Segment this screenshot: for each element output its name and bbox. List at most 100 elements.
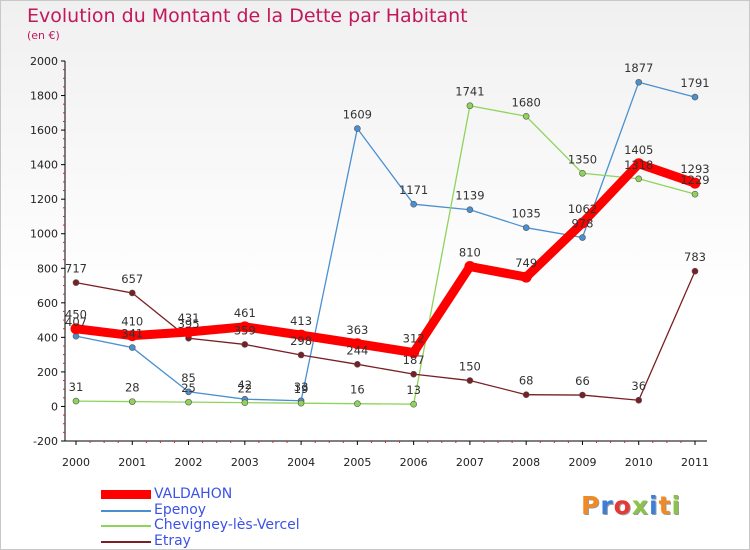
data-label: 42: [237, 378, 252, 392]
y-tick-label: 800: [37, 262, 58, 275]
y-tick-label: 0: [51, 400, 58, 413]
data-point: [410, 370, 417, 378]
data-label: 1139: [455, 189, 484, 203]
data-label: 150: [459, 360, 481, 374]
data-label: 25: [181, 381, 196, 395]
y-tick-label: 600: [37, 297, 58, 310]
data-point: [466, 377, 474, 384]
data-label: 1350: [568, 152, 597, 166]
data-point: [691, 93, 699, 101]
proxiti-logo: Proxiti: [581, 491, 681, 520]
data-label: 33: [294, 380, 309, 394]
series-line-Chevigney-lès-Vercel: [75, 105, 696, 405]
data-label: 28: [125, 381, 140, 395]
data-point: [522, 112, 530, 120]
data-label: 359: [234, 323, 256, 337]
data-label: 657: [121, 272, 143, 286]
data-point: [128, 289, 136, 297]
x-tick-label: 2010: [625, 456, 653, 469]
x-tick-label: 2009: [568, 456, 596, 469]
data-label: 13: [406, 383, 421, 397]
data-point: [635, 396, 643, 404]
x-tick-label: 2002: [175, 456, 203, 469]
legend-label-chevigney: Chevigney-lès-Vercel: [154, 517, 300, 533]
data-point: [354, 125, 361, 132]
data-label: 461: [234, 306, 256, 320]
data-label: 16: [350, 383, 365, 397]
series-line-Epenoy: [75, 81, 696, 402]
y-tick-label: 400: [37, 331, 58, 344]
data-point: [126, 330, 138, 342]
logo-letter: o: [613, 491, 632, 520]
data-label: 410: [121, 315, 143, 329]
y-tick-label: 1600: [30, 124, 58, 137]
data-point: [691, 190, 699, 198]
data-point: [72, 279, 80, 286]
y-tick-label: 200: [37, 366, 58, 379]
data-point: [576, 217, 588, 229]
x-tick-label: 2008: [512, 456, 540, 469]
data-label: 1405: [624, 143, 653, 157]
data-label: 1062: [568, 202, 597, 216]
data-label: 312: [403, 332, 425, 346]
data-point: [635, 78, 643, 86]
data-label: 395: [178, 317, 200, 331]
data-label: 1318: [624, 158, 653, 172]
data-label: 978: [571, 217, 593, 231]
data-label: 68: [519, 374, 534, 388]
data-label: 407: [65, 315, 87, 329]
data-label: 22: [237, 382, 252, 396]
logo-letter: t: [658, 491, 672, 520]
data-label: 450: [65, 308, 87, 322]
data-label: 749: [515, 256, 537, 270]
data-point: [241, 341, 249, 348]
data-label: 363: [346, 323, 368, 337]
y-tick-label: 1200: [30, 193, 58, 206]
data-label: 1877: [624, 61, 653, 75]
data-point: [464, 261, 476, 273]
data-point: [408, 347, 420, 359]
data-point: [295, 329, 307, 341]
data-label: 1229: [680, 173, 709, 187]
data-label: 1293: [680, 162, 709, 176]
data-label: 810: [459, 246, 481, 260]
legend-label-epenoy: Epenoy: [154, 501, 207, 518]
data-point: [466, 102, 474, 110]
data-point: [520, 271, 532, 283]
data-point: [691, 267, 699, 275]
data-point: [297, 399, 305, 407]
data-point: [522, 391, 530, 399]
data-label: 1680: [512, 95, 541, 109]
legend-label-etray: Etray: [154, 532, 191, 549]
data-label: 85: [181, 371, 196, 385]
data-point: [354, 400, 361, 407]
legend-swatch-epenoy: [101, 509, 151, 512]
y-tick-label: 1800: [30, 90, 58, 103]
data-point: [239, 321, 251, 333]
data-point: [128, 398, 136, 405]
x-tick-label: 2007: [456, 456, 484, 469]
data-point: [689, 177, 701, 189]
x-tick-label: 2011: [681, 456, 709, 469]
data-label: 783: [684, 250, 706, 264]
legend-swatch-chevigney: [101, 525, 151, 527]
data-label: 1791: [680, 76, 709, 90]
x-tick-label: 2000: [62, 456, 90, 469]
data-point: [635, 175, 643, 183]
logo-letter: r: [600, 491, 614, 520]
data-point: [579, 234, 586, 241]
data-label: 187: [403, 353, 425, 367]
x-tick-label: 2004: [287, 456, 315, 469]
data-point: [410, 200, 417, 208]
logo-letter: i: [649, 491, 659, 520]
y-tick-label: 1000: [30, 228, 58, 241]
data-point: [579, 391, 586, 399]
data-point: [579, 169, 586, 177]
x-tick-label: 2003: [231, 456, 259, 469]
y-tick-label: 2000: [30, 55, 58, 68]
y-tick-label: -200: [33, 435, 58, 448]
data-label: 341: [121, 327, 143, 341]
data-label: 19: [294, 382, 309, 396]
